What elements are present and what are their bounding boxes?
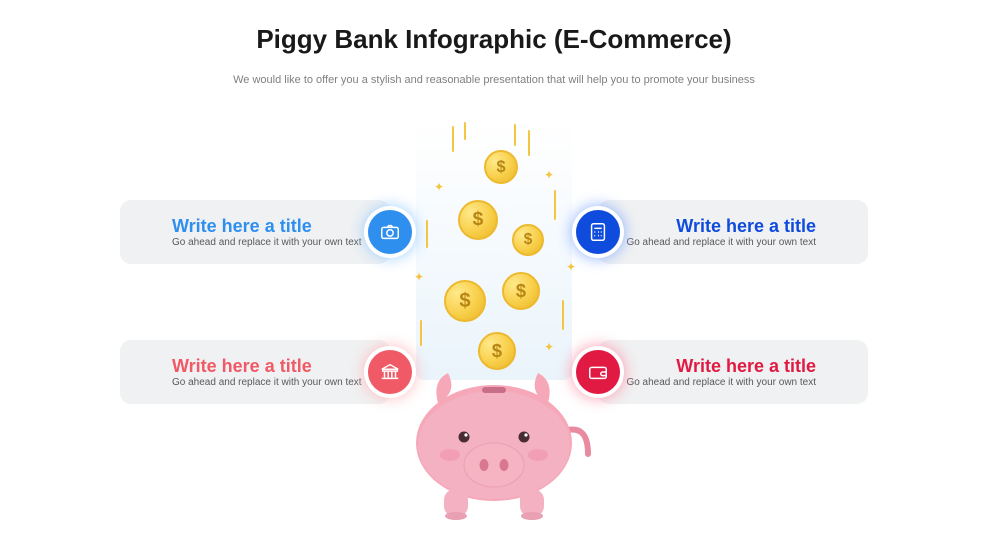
card-subtitle: Go ahead and replace it with your own te… <box>172 377 374 388</box>
calculator-icon <box>576 210 620 254</box>
camera-icon <box>368 210 412 254</box>
coin-icon: $ <box>512 224 544 256</box>
coin-motion-line <box>554 190 556 220</box>
coin-icon: $ <box>478 332 516 370</box>
slide-title: Piggy Bank Infographic (E-Commerce) <box>0 24 988 55</box>
coin-motion-line <box>426 220 428 248</box>
info-card-tl: Write here a titleGo ahead and replace i… <box>120 200 390 264</box>
coin-icon: $ <box>458 200 498 240</box>
sparkle-icon: ✦ <box>434 180 444 194</box>
card-title: Write here a title <box>676 356 816 377</box>
coin-icon: $ <box>484 150 518 184</box>
bank-icon <box>368 350 412 394</box>
slide-subtitle: We would like to offer you a stylish and… <box>0 74 988 86</box>
coin-icon: $ <box>502 272 540 310</box>
info-card-bl: Write here a titleGo ahead and replace i… <box>120 340 390 404</box>
sparkle-icon: ✦ <box>414 270 424 284</box>
card-title: Write here a title <box>172 216 374 237</box>
piggy-bank-icon <box>394 345 594 520</box>
info-card-br: Write here a titleGo ahead and replace i… <box>598 340 868 404</box>
coin-motion-line <box>562 300 564 330</box>
coin-motion-line <box>528 130 530 156</box>
coin-motion-line <box>452 126 454 152</box>
sparkle-icon: ✦ <box>566 260 576 274</box>
coin-motion-line <box>514 124 516 146</box>
wallet-icon <box>576 350 620 394</box>
card-subtitle: Go ahead and replace it with your own te… <box>626 237 816 248</box>
card-subtitle: Go ahead and replace it with your own te… <box>172 237 374 248</box>
card-title: Write here a title <box>676 216 816 237</box>
slide: Piggy Bank Infographic (E-Commerce) We w… <box>0 0 988 556</box>
sparkle-icon: ✦ <box>544 168 554 182</box>
sparkle-icon: ✦ <box>544 340 554 354</box>
info-card-tr: Write here a titleGo ahead and replace i… <box>598 200 868 264</box>
coin-motion-line <box>464 122 466 140</box>
coin-icon: $ <box>444 280 486 322</box>
coin-motion-line <box>420 320 422 346</box>
card-title: Write here a title <box>172 356 374 377</box>
center-illustration: ✦✦✦✦✦$$$$$$ <box>394 120 594 520</box>
card-subtitle: Go ahead and replace it with your own te… <box>626 377 816 388</box>
